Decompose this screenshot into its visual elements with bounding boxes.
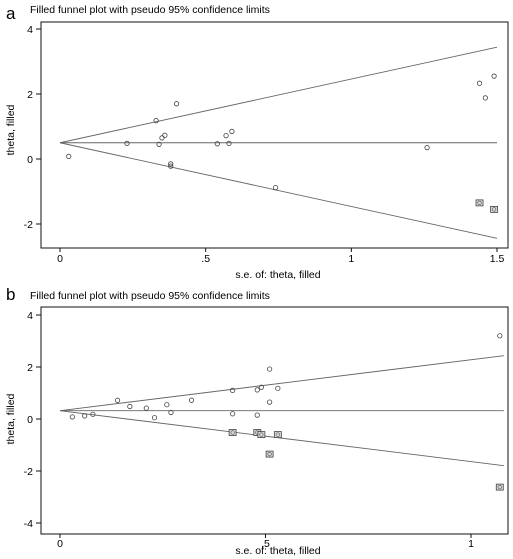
panel-b-observed-point [151,415,158,421]
panel-b-observed-point [168,409,174,416]
panel-a-filled-square [475,199,484,207]
panel-a-observed-point [159,135,165,141]
panel-b-title: Filled funnel plot with pseudo 95% confi… [30,290,270,302]
panel-b-observed-point [497,333,503,339]
panel-a-plot-border [40,21,509,249]
panel-b-filled-circle [267,452,272,457]
panel-a-filled-point [475,199,484,207]
panel-a-observed-point [168,161,174,167]
panel-a-filled-square [490,205,498,213]
panel-a-filled-circle [491,207,497,212]
panel-b-observed-point [275,385,281,391]
panel-a-observed-point [153,118,159,124]
panel-a-letter: a [6,4,16,23]
panel-b-observed-point [164,402,170,408]
panel-b-xtick-label: 1 [468,538,474,550]
panel-b-observed-point [114,397,121,403]
panel-b-observed-point [188,397,195,403]
panel-b-ytick-label: 4 [27,310,33,322]
panel-a-xtick-label: 1.5 [490,253,505,265]
panel-b-observed-point [69,414,75,420]
panel-b-ytick-label: -2 [24,466,33,478]
panel-b-plot-border [40,306,509,535]
panel-b-filled-circle [230,430,235,435]
panel-b-ytick-label: -4 [24,518,33,530]
panel-a-observed-point [156,141,162,147]
panel-b-filled-square [228,429,237,436]
panel-a-xtick-label: 0 [57,253,63,265]
panel-b-filled-point [257,431,266,439]
panel-b-filled-circle [275,432,280,437]
panel-b-observed-point [230,387,236,393]
panel-a-xtick-label: 1 [348,253,354,265]
panel-a-funnel-lines [59,46,498,239]
panel-b-filled-square [257,431,266,439]
panel-a-observed-point [223,133,229,139]
panel-b-filled-point [273,431,282,439]
panel-a-upper-limit-line [59,46,498,144]
panel-a-observed-point [66,153,72,159]
panel-b-observed-point [143,405,149,411]
panel-a-axes: -2 0 2 4 0 .5 1 1.5 [24,24,505,265]
panel-a-xlabel: s.e. of: theta, filled [235,269,320,281]
panel-a-observed-point [168,163,174,169]
panel-b-observed-point [267,366,273,372]
panel-b-filled-square [273,431,282,439]
panel-b-xtick-label: 0 [57,538,63,550]
panel-a-observed-point [482,95,488,101]
panel-b-lower-limit-line [59,410,504,467]
panel-b-observed-point [267,399,273,405]
panel-b: b Filled funnel plot with pseudo 95% con… [5,285,509,557]
panel-a-title: Filled funnel plot with pseudo 95% confi… [30,4,270,16]
panel-b-filled-square [495,483,504,491]
panel-a-observed-point [424,145,430,151]
panel-a-observed-point [124,140,130,146]
panel-b-filled-circle [497,485,502,490]
panel-b-ylabel: theta, filled [5,393,17,444]
panel-a-ylabel: theta, filled [5,104,17,155]
panel-b-ytick-label: 0 [27,414,33,426]
panel-b-axes: -4 -2 0 2 4 0 .5 1 [24,310,474,550]
panel-b-filled-point [265,450,274,458]
panel-b-xlabel: s.e. of: theta, filled [235,545,320,557]
panel-b-observed-point [82,413,88,419]
panel-b-filled-square [265,450,274,458]
panel-a-filled-point [490,205,498,213]
panel-a-lower-limit-line [59,142,498,239]
panel-b-filled-point [228,429,237,436]
panel-b-xtick-label: .5 [261,538,270,550]
panel-a-observed-point [476,80,483,86]
panel-a-ytick-label: 4 [27,24,33,36]
panel-b-observed-point [254,412,260,418]
panel-a-observed-point [491,73,497,79]
panel-a-xtick-label: .5 [201,253,210,265]
panel-a-observed-point [162,132,168,138]
panel-a-ytick-label: 0 [27,154,33,166]
panel-b-observed-point [127,403,133,410]
panel-b-observed-point [230,411,236,417]
panel-a-observed-point [229,128,235,134]
panel-b-observed-point [258,384,264,390]
panel-b-points [69,333,504,491]
panel-a-observed-point [173,101,180,107]
panel-b-filled-circle [259,432,264,437]
panel-b-letter: b [6,285,15,304]
panel-a-ytick-label: 2 [27,89,33,101]
panel-b-observed-point [254,387,260,393]
panel-a-observed-point [272,185,279,191]
panel-b-observed-point [90,411,96,417]
panel-a-observed-point [214,141,220,147]
panel-a-points [66,73,498,213]
panel-b-ytick-label: 2 [27,362,33,374]
panel-b-filled-point [495,483,504,491]
panel-b-funnel-lines [59,355,504,467]
panel-a-filled-circle [477,200,482,205]
panel-a-ytick-label: -2 [24,219,33,231]
panel-a: a Filled funnel plot with pseudo 95% con… [5,4,509,281]
panel-b-upper-limit-line [59,355,504,412]
panel-a-observed-point [226,140,232,146]
